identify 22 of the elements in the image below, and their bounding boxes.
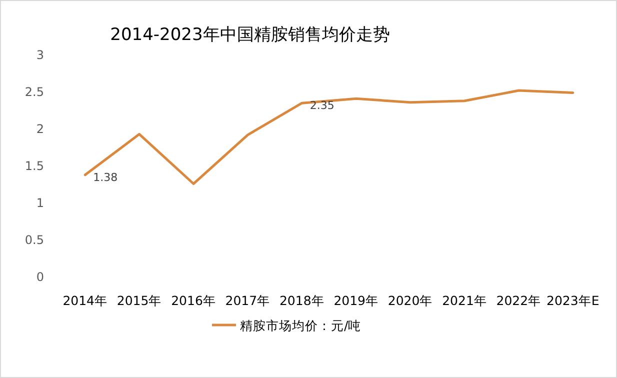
chart-title: 2014-2023年中国精胺销售均价走势 <box>110 25 390 45</box>
data-label: 1.38 <box>93 170 118 184</box>
y-tick-label: 0 <box>36 270 44 284</box>
data-label: 2.35 <box>310 99 334 112</box>
line-series <box>84 89 574 186</box>
x-tick-label: 2015年 <box>116 293 162 308</box>
y-tick-label: 1.5 <box>24 159 44 173</box>
y-tick-label: 3 <box>36 48 44 62</box>
x-tick-label: 2016年 <box>171 293 216 308</box>
y-tick-label: 1 <box>36 196 44 210</box>
y-tick-label: 2.5 <box>24 85 44 99</box>
x-tick-label: 2023年E <box>546 293 600 308</box>
x-tick-label: 2021年 <box>442 293 487 308</box>
x-tick-label: 2014年 <box>62 293 108 308</box>
x-tick-label: 2017年 <box>225 293 270 308</box>
x-tick-label: 2022年 <box>496 293 542 308</box>
y-tick-label: 0.5 <box>24 233 44 247</box>
x-tick-label: 2019年 <box>334 293 379 308</box>
x-tick-label: 2018年 <box>279 293 324 308</box>
x-tick-label: 2020年 <box>388 293 433 308</box>
y-tick-label: 2 <box>36 122 44 136</box>
legend-label: 精胺市场均价：元/吨 <box>240 318 362 333</box>
